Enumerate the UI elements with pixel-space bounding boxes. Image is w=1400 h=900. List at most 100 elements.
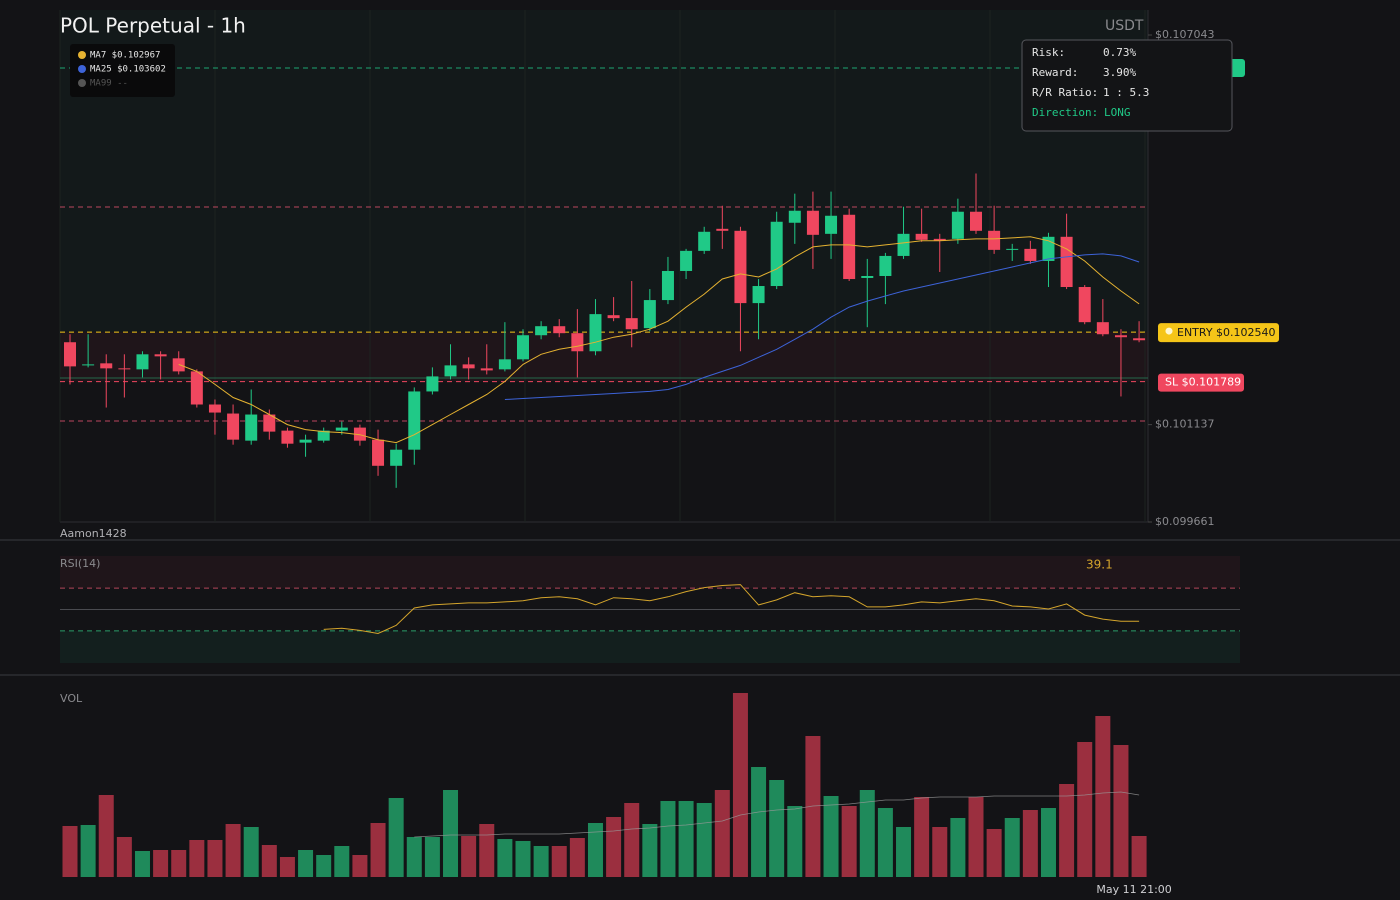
volume-bar [225,824,241,877]
volume-bar [1131,836,1147,877]
candle-body [372,439,385,466]
candle-body [299,439,312,443]
candle-body [933,238,946,241]
volume-bar [1004,818,1020,877]
candle-body [553,326,566,334]
candle-body [64,342,76,367]
risk-value: 3.90% [1103,66,1136,79]
volume-bar [1077,742,1093,877]
candle-body [498,359,511,370]
volume-bar [406,837,422,877]
volume-bar [80,825,96,877]
candle-body [82,364,95,366]
y-tick-label: $0.107043 [1155,28,1215,41]
candle-body [1133,338,1146,341]
volume-bar [497,839,513,877]
candle-body [716,228,729,231]
candle-body [136,354,149,370]
entry-tag [1158,323,1279,343]
volume-bar [261,845,277,877]
candle-body [1114,335,1127,338]
volume-bar [461,836,477,877]
risk-label: Risk: [1032,46,1065,59]
watermark: Aamon1428 [60,527,127,540]
candle-body [317,430,330,441]
volume-bar [352,855,368,877]
risk-label: Direction: [1032,106,1098,119]
volume-bar [424,837,440,877]
candle-body [879,255,892,276]
candle-body [1042,236,1055,261]
candle-body [861,275,874,278]
candle-body [734,230,747,304]
entry-tag-dot [1165,327,1173,335]
risk-label: R/R Ratio: [1032,86,1098,99]
volume-bar [153,850,169,877]
candle-body [335,427,348,431]
candle-body [154,354,167,357]
candle-body [480,368,493,371]
volume-bar [1059,784,1075,877]
rsi-last-value: 39.1 [1086,558,1113,572]
legend-label: MA7 $0.102967 [90,51,160,61]
candle-body [988,230,1001,250]
candle-body [607,315,620,319]
volume-bar [62,826,78,877]
candle-body [390,449,403,466]
moving-average [178,236,1140,444]
volume-bar [116,837,132,877]
volume-bar [479,824,495,877]
volume-bar [551,846,567,877]
candle-body [1006,248,1019,250]
risk-panel [1021,39,1233,132]
candle-body [281,430,294,444]
volume-bar [587,823,603,877]
candle-body [915,233,928,240]
candle-body [353,427,366,441]
y-tick-label: $0.101137 [1155,418,1215,431]
y-tick-label: $0.099661 [1155,515,1215,528]
candle-body [625,318,638,330]
legend-swatch [78,51,86,59]
volume-bar [660,801,676,877]
candle-body [788,210,801,223]
candle-body [698,231,711,251]
volume-bar [1095,716,1111,877]
stop-loss-tag-label: SL $0.101789 [1165,376,1241,389]
volume-bar [1022,810,1038,877]
candle-body [571,333,584,352]
volume-bar [443,790,459,877]
legend-box [70,44,175,97]
volume-bar [769,780,785,877]
risk-value: LONG [1104,106,1131,119]
stop-loss-tag [1158,373,1244,392]
candle-body [970,211,982,231]
candle-body [100,363,113,369]
volume-bar [1040,808,1056,877]
risk-value: 0.73% [1103,46,1136,59]
legend-swatch [78,79,86,87]
candle-body [535,326,548,336]
candle-body [1024,248,1037,261]
volume-bar [606,817,622,877]
volume-bar [515,841,531,877]
volume-bar [877,808,893,877]
chart-title: POL Perpetual - 1h [60,14,246,38]
candle-body [444,365,457,377]
volume-bar [986,829,1002,877]
candle-body [1096,322,1109,335]
candle-body [1078,287,1091,323]
volume-bar [859,790,875,877]
candle-body [408,391,421,450]
pane-title: VOL [60,692,83,705]
candle-body [680,250,693,271]
volume-bar [569,838,585,877]
volume-bar [751,767,767,877]
candle-body [208,404,221,413]
volume-bar [950,818,966,877]
candle-body [517,335,529,360]
volume-bar [968,797,984,877]
volume-bar [1113,745,1129,877]
oversold-zone [60,630,1240,663]
